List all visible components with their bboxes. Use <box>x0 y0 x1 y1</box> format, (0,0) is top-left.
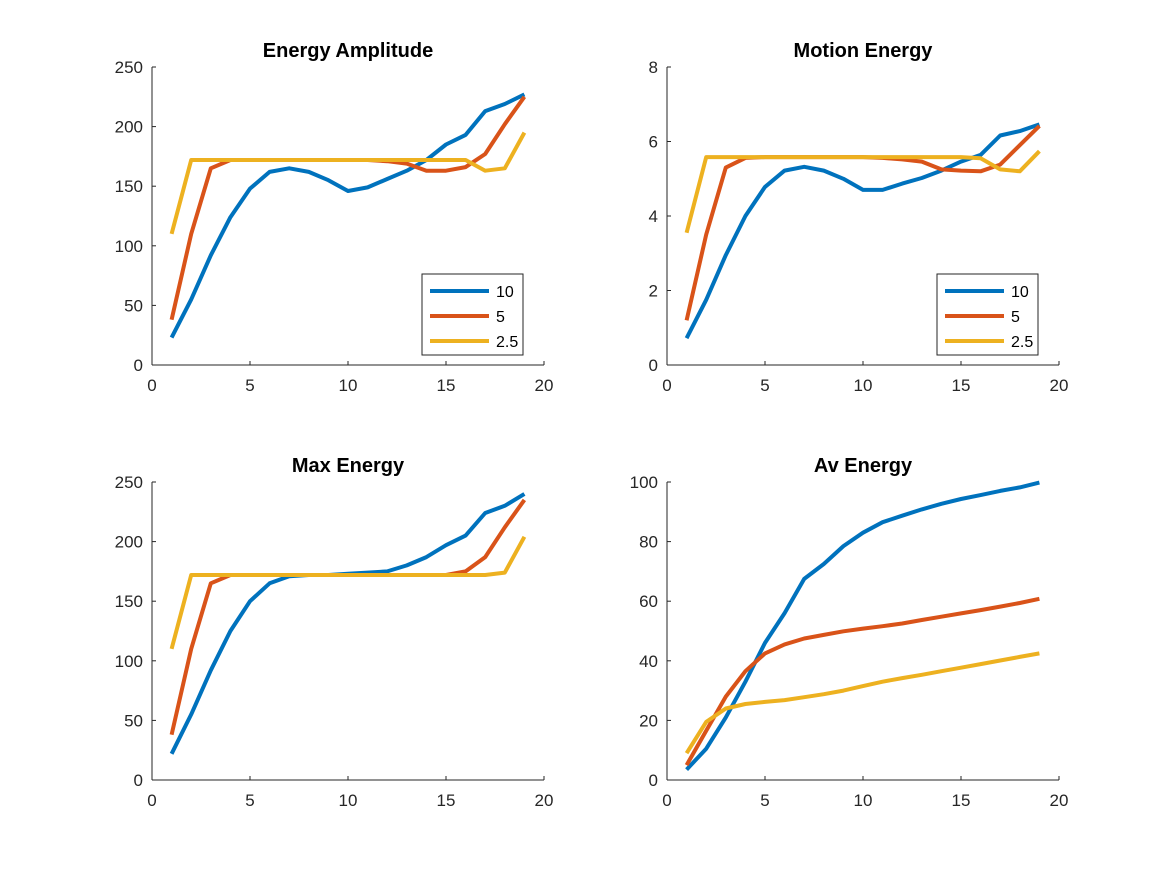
x-tick-label: 20 <box>535 376 554 395</box>
y-tick-label: 100 <box>630 473 658 492</box>
chart-title: Av Energy <box>814 455 913 477</box>
x-tick-label: 20 <box>535 791 554 810</box>
y-tick-label: 250 <box>115 473 143 492</box>
series-line-2.5 <box>169 131 527 235</box>
legend-label: 5 <box>496 309 505 326</box>
x-tick-label: 5 <box>245 376 254 395</box>
y-tick-label: 4 <box>649 207 658 226</box>
x-tick-label: 0 <box>662 376 671 395</box>
y-tick-label: 50 <box>124 711 143 730</box>
x-tick-label: 20 <box>1050 376 1069 395</box>
y-tick-label: 2 <box>649 282 658 301</box>
y-tick-label: 250 <box>115 58 143 77</box>
x-tick-label: 5 <box>760 791 769 810</box>
legend: 10 5 2.5 <box>421 273 524 356</box>
x-tick-label: 5 <box>245 791 254 810</box>
chart-title: Max Energy <box>292 455 405 477</box>
y-tick-label: 200 <box>115 533 143 552</box>
series-line-10 <box>169 92 526 339</box>
y-tick-label: 100 <box>115 237 143 256</box>
legend: 10 5 2.5 <box>936 273 1039 356</box>
y-tick-label: 40 <box>639 652 658 671</box>
x-tick-label: 15 <box>437 791 456 810</box>
y-tick-label: 150 <box>115 592 143 611</box>
x-tick-label: 15 <box>437 376 456 395</box>
chart-panel-4: 0 5 10 15 20 0 20 40 60 80 100 Av Energy <box>630 455 1069 810</box>
series-line-3 <box>684 651 1040 755</box>
series-line-10 <box>684 122 1041 340</box>
chart-title: Energy Amplitude <box>263 40 433 62</box>
x-tick-label: 0 <box>147 376 156 395</box>
x-tick-label: 10 <box>339 376 358 395</box>
chart-panel-2: 0 5 10 15 20 0 2 4 6 8 Motion Energy 10 5 2.5 <box>649 40 1069 395</box>
y-tick-label: 0 <box>134 356 143 375</box>
series-line-2 <box>169 498 527 736</box>
x-tick-label: 0 <box>662 791 671 810</box>
x-tick-label: 15 <box>952 376 971 395</box>
y-tick-label: 200 <box>115 118 143 137</box>
y-tick-label: 6 <box>649 133 658 152</box>
y-tick-label: 0 <box>649 771 658 790</box>
legend-label: 5 <box>1011 309 1020 326</box>
x-tick-label: 10 <box>854 791 873 810</box>
x-tick-label: 20 <box>1050 791 1069 810</box>
x-tick-label: 10 <box>339 791 358 810</box>
x-tick-label: 10 <box>854 376 873 395</box>
series-line-2 <box>684 596 1040 767</box>
series-line-2.5 <box>684 149 1041 234</box>
x-tick-label: 15 <box>952 791 971 810</box>
y-tick-label: 8 <box>649 58 658 77</box>
legend-label: 2.5 <box>1011 334 1033 351</box>
chart-title: Motion Energy <box>794 40 934 62</box>
y-tick-label: 60 <box>639 592 658 611</box>
legend-label: 10 <box>1011 284 1029 301</box>
legend-label: 2.5 <box>496 334 518 351</box>
y-tick-label: 20 <box>639 711 658 730</box>
series-line-1 <box>169 492 526 755</box>
series-line-1 <box>685 480 1040 771</box>
y-tick-label: 50 <box>124 296 143 315</box>
x-tick-label: 5 <box>760 376 769 395</box>
series-line-3 <box>169 535 527 650</box>
legend-label: 10 <box>496 284 514 301</box>
y-tick-label: 100 <box>115 652 143 671</box>
y-tick-label: 80 <box>639 533 658 552</box>
y-tick-label: 0 <box>134 771 143 790</box>
y-tick-label: 150 <box>115 177 143 196</box>
y-tick-label: 0 <box>649 356 658 375</box>
x-tick-label: 0 <box>147 791 156 810</box>
